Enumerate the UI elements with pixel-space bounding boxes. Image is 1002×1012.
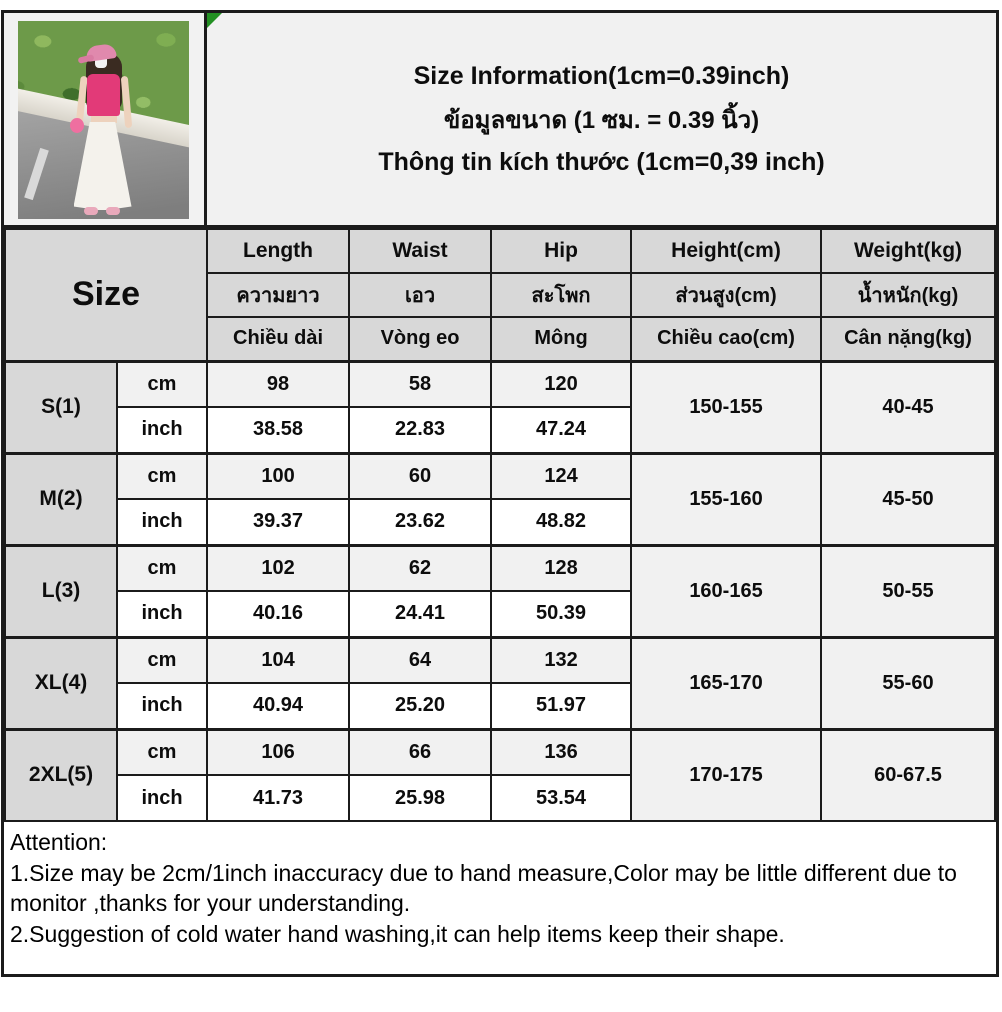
- size-label: M(2): [4, 451, 118, 546]
- col-header-waist-en: Waist: [348, 228, 493, 274]
- hip-inch: 50.39: [490, 590, 633, 638]
- waist-cm: 62: [348, 543, 493, 592]
- col-header-hip-th: สะโพก: [490, 272, 633, 318]
- waist-inch: 25.98: [348, 774, 493, 822]
- unit-label-inch: inch: [115, 774, 209, 822]
- size-label: S(1): [4, 359, 118, 454]
- length-cm: 100: [206, 451, 351, 500]
- hip-inch: 51.97: [490, 682, 633, 730]
- unit-label-inch: inch: [115, 682, 209, 730]
- product-photo-cell: [4, 13, 207, 225]
- unit-label-cm: cm: [115, 727, 209, 776]
- size-info-title-en: Size Information(1cm=0.39inch): [413, 61, 790, 90]
- model-midriff: [90, 114, 117, 124]
- weight-range: 40-45: [820, 359, 996, 454]
- weight-range: 45-50: [820, 451, 996, 546]
- length-inch: 40.94: [206, 682, 351, 730]
- size-info-title-th: ข้อมูลขนาด (1 ซม. = 0.39 นิ้ว): [443, 106, 760, 134]
- col-header-hip-en: Hip: [490, 228, 633, 274]
- hip-cm: 124: [490, 451, 633, 500]
- unit-label-cm: cm: [115, 451, 209, 500]
- waist-inch: 25.20: [348, 682, 493, 730]
- waist-cm: 58: [348, 359, 493, 408]
- hip-inch: 47.24: [490, 406, 633, 454]
- product-photo: [18, 21, 189, 219]
- height-range: 165-170: [630, 635, 823, 730]
- col-header-weight-th: น้ำหนัก(kg): [820, 272, 996, 318]
- col-header-height-en: Height(cm): [630, 228, 823, 274]
- size-label: 2XL(5): [4, 727, 118, 822]
- weight-range: 55-60: [820, 635, 996, 730]
- model-shoe-right: [105, 207, 120, 216]
- size-chart-sheet: Size Information(1cm=0.39inch) ข้อมูลขนา…: [1, 10, 999, 977]
- col-header-height-th: ส่วนสูง(cm): [630, 272, 823, 318]
- unit-label-inch: inch: [115, 406, 209, 454]
- length-cm: 106: [206, 727, 351, 776]
- length-cm: 104: [206, 635, 351, 684]
- col-header-length-vi: Chiều dài: [206, 316, 351, 362]
- length-cm: 98: [206, 359, 351, 408]
- length-inch: 39.37: [206, 498, 351, 546]
- unit-label-cm: cm: [115, 359, 209, 408]
- col-header-length-en: Length: [206, 228, 351, 274]
- size-info-title-vi: Thông tin kích thước (1cm=0,39 inch): [378, 147, 825, 176]
- model-bag: [69, 118, 84, 134]
- hip-inch: 48.82: [490, 498, 633, 546]
- length-inch: 38.58: [206, 406, 351, 454]
- col-header-weight-vi: Cân nặng(kg): [820, 316, 996, 362]
- height-range: 170-175: [630, 727, 823, 822]
- hip-inch: 53.54: [490, 774, 633, 822]
- length-inch: 41.73: [206, 774, 351, 822]
- waist-inch: 24.41: [348, 590, 493, 638]
- height-range: 155-160: [630, 451, 823, 546]
- col-header-size: Size: [3, 228, 209, 362]
- hip-cm: 120: [490, 359, 633, 408]
- col-header-weight-en: Weight(kg): [820, 228, 996, 274]
- unit-label-inch: inch: [115, 590, 209, 638]
- waist-cm: 60: [348, 451, 493, 500]
- col-header-height-vi: Chiều cao(cm): [630, 316, 823, 362]
- size-label: L(3): [4, 543, 118, 638]
- top-section: Size Information(1cm=0.39inch) ข้อมูลขนา…: [4, 13, 996, 228]
- height-range: 150-155: [630, 359, 823, 454]
- model-pink-top: [86, 74, 120, 117]
- col-header-waist-vi: Vòng eo: [348, 316, 493, 362]
- length-inch: 40.16: [206, 590, 351, 638]
- col-header-waist-th: เอว: [348, 272, 493, 318]
- hip-cm: 136: [490, 727, 633, 776]
- weight-range: 50-55: [820, 543, 996, 638]
- waist-cm: 64: [348, 635, 493, 684]
- waist-cm: 66: [348, 727, 493, 776]
- title-cell: Size Information(1cm=0.39inch) ข้อมูลขนา…: [207, 13, 996, 225]
- waist-inch: 22.83: [348, 406, 493, 454]
- hip-cm: 132: [490, 635, 633, 684]
- model-shoe-left: [83, 207, 98, 216]
- size-label: XL(4): [4, 635, 118, 730]
- attention-note-2: 2.Suggestion of cold water hand washing,…: [10, 920, 785, 947]
- attention-section: Attention: 1.Size may be 2cm/1inch inacc…: [4, 822, 996, 974]
- col-header-hip-vi: Mông: [490, 316, 633, 362]
- size-table: Size Length Waist Hip Height(cm) Weight(…: [3, 228, 996, 822]
- weight-range: 60-67.5: [820, 727, 996, 822]
- unit-label-inch: inch: [115, 498, 209, 546]
- attention-heading: Attention:: [10, 829, 108, 855]
- hip-cm: 128: [490, 543, 633, 592]
- length-cm: 102: [206, 543, 351, 592]
- col-header-length-th: ความยาว: [206, 272, 351, 318]
- unit-label-cm: cm: [115, 543, 209, 592]
- corner-flag-icon: [207, 13, 222, 28]
- height-range: 160-165: [630, 543, 823, 638]
- attention-note-1: 1.Size may be 2cm/1inch inaccuracy due t…: [10, 859, 957, 917]
- waist-inch: 23.62: [348, 498, 493, 546]
- unit-label-cm: cm: [115, 635, 209, 684]
